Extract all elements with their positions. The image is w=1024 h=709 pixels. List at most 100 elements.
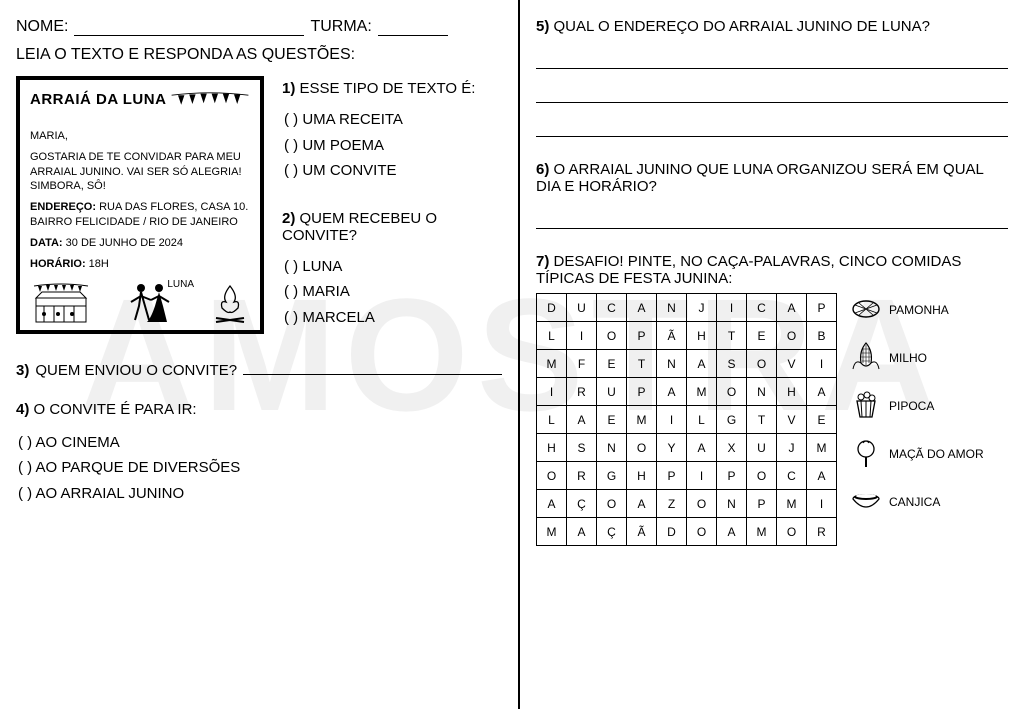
- ws-cell[interactable]: A: [537, 490, 567, 518]
- ws-cell[interactable]: Ã: [657, 322, 687, 350]
- q1-opt-2[interactable]: ( ) UM CONVITE: [284, 158, 502, 184]
- ws-cell[interactable]: M: [777, 490, 807, 518]
- q6-lines[interactable]: [536, 205, 1008, 229]
- ws-cell[interactable]: M: [627, 406, 657, 434]
- ws-cell[interactable]: O: [537, 462, 567, 490]
- ws-cell[interactable]: I: [717, 294, 747, 322]
- ws-cell[interactable]: M: [747, 518, 777, 546]
- ws-cell[interactable]: A: [807, 378, 837, 406]
- ws-cell[interactable]: E: [807, 406, 837, 434]
- ws-cell[interactable]: A: [567, 518, 597, 546]
- ws-cell[interactable]: C: [747, 294, 777, 322]
- ws-cell[interactable]: T: [717, 322, 747, 350]
- ws-cell[interactable]: E: [597, 350, 627, 378]
- ws-cell[interactable]: O: [687, 518, 717, 546]
- q4-opt-2[interactable]: ( ) AO ARRAIAL JUNINO: [18, 481, 502, 507]
- ws-cell[interactable]: U: [567, 294, 597, 322]
- ws-cell[interactable]: O: [597, 490, 627, 518]
- ws-cell[interactable]: A: [687, 350, 717, 378]
- ws-cell[interactable]: A: [657, 378, 687, 406]
- q2-opt-1[interactable]: ( ) MARIA: [284, 279, 502, 305]
- ws-cell[interactable]: D: [537, 294, 567, 322]
- ws-cell[interactable]: J: [777, 434, 807, 462]
- ws-cell[interactable]: O: [777, 518, 807, 546]
- ws-cell[interactable]: I: [807, 490, 837, 518]
- ws-cell[interactable]: C: [777, 462, 807, 490]
- ws-cell[interactable]: U: [597, 378, 627, 406]
- ws-cell[interactable]: O: [747, 350, 777, 378]
- ws-cell[interactable]: A: [717, 518, 747, 546]
- ws-cell[interactable]: I: [537, 378, 567, 406]
- ws-cell[interactable]: O: [747, 462, 777, 490]
- nome-underline[interactable]: [74, 18, 304, 36]
- q1-opt-1[interactable]: ( ) UM POEMA: [284, 133, 502, 159]
- ws-cell[interactable]: V: [777, 350, 807, 378]
- ws-cell[interactable]: I: [657, 406, 687, 434]
- ws-cell[interactable]: P: [747, 490, 777, 518]
- ws-cell[interactable]: A: [777, 294, 807, 322]
- ws-cell[interactable]: F: [567, 350, 597, 378]
- ws-cell[interactable]: I: [687, 462, 717, 490]
- ws-cell[interactable]: H: [687, 322, 717, 350]
- ws-cell[interactable]: M: [537, 350, 567, 378]
- ws-cell[interactable]: V: [777, 406, 807, 434]
- q2-opt-2[interactable]: ( ) MARCELA: [284, 305, 502, 331]
- ws-cell[interactable]: M: [807, 434, 837, 462]
- turma-underline[interactable]: [378, 18, 448, 36]
- ws-cell[interactable]: L: [537, 322, 567, 350]
- ws-cell[interactable]: E: [747, 322, 777, 350]
- ws-cell[interactable]: Ã: [627, 518, 657, 546]
- q4-opt-1[interactable]: ( ) AO PARQUE DE DIVERSÕES: [18, 455, 502, 481]
- ws-cell[interactable]: P: [657, 462, 687, 490]
- ws-cell[interactable]: N: [597, 434, 627, 462]
- ws-cell[interactable]: X: [717, 434, 747, 462]
- ws-cell[interactable]: O: [777, 322, 807, 350]
- ws-cell[interactable]: Z: [657, 490, 687, 518]
- ws-cell[interactable]: N: [657, 294, 687, 322]
- q1-opt-0[interactable]: ( ) UMA RECEITA: [284, 107, 502, 133]
- ws-cell[interactable]: L: [537, 406, 567, 434]
- ws-cell[interactable]: A: [627, 490, 657, 518]
- ws-cell[interactable]: A: [627, 294, 657, 322]
- ws-cell[interactable]: H: [627, 462, 657, 490]
- ws-cell[interactable]: A: [687, 434, 717, 462]
- ws-cell[interactable]: R: [567, 378, 597, 406]
- ws-cell[interactable]: T: [747, 406, 777, 434]
- ws-cell[interactable]: Y: [657, 434, 687, 462]
- ws-cell[interactable]: G: [597, 462, 627, 490]
- ws-cell[interactable]: M: [537, 518, 567, 546]
- ws-cell[interactable]: T: [627, 350, 657, 378]
- ws-cell[interactable]: E: [597, 406, 627, 434]
- ws-cell[interactable]: D: [657, 518, 687, 546]
- ws-cell[interactable]: Ç: [597, 518, 627, 546]
- ws-cell[interactable]: P: [627, 378, 657, 406]
- ws-cell[interactable]: P: [627, 322, 657, 350]
- ws-cell[interactable]: R: [567, 462, 597, 490]
- ws-cell[interactable]: N: [717, 490, 747, 518]
- ws-cell[interactable]: I: [807, 350, 837, 378]
- q3-answer-line[interactable]: [243, 374, 502, 375]
- ws-cell[interactable]: G: [717, 406, 747, 434]
- ws-cell[interactable]: A: [807, 462, 837, 490]
- ws-cell[interactable]: S: [717, 350, 747, 378]
- q2-opt-0[interactable]: ( ) LUNA: [284, 254, 502, 280]
- wordsearch-grid[interactable]: DUCANJICAPLIOPÃHTEOBMFETNASOVIIRUPAMONHA…: [536, 293, 837, 546]
- ws-cell[interactable]: O: [597, 322, 627, 350]
- ws-cell[interactable]: I: [567, 322, 597, 350]
- ws-cell[interactable]: O: [717, 378, 747, 406]
- ws-cell[interactable]: U: [747, 434, 777, 462]
- ws-cell[interactable]: O: [627, 434, 657, 462]
- ws-cell[interactable]: L: [687, 406, 717, 434]
- ws-cell[interactable]: M: [687, 378, 717, 406]
- ws-cell[interactable]: N: [657, 350, 687, 378]
- ws-cell[interactable]: N: [747, 378, 777, 406]
- ws-cell[interactable]: Ç: [567, 490, 597, 518]
- ws-cell[interactable]: R: [807, 518, 837, 546]
- ws-cell[interactable]: P: [717, 462, 747, 490]
- ws-cell[interactable]: J: [687, 294, 717, 322]
- ws-cell[interactable]: S: [567, 434, 597, 462]
- q4-opt-0[interactable]: ( ) AO CINEMA: [18, 430, 502, 456]
- ws-cell[interactable]: H: [777, 378, 807, 406]
- ws-cell[interactable]: P: [807, 294, 837, 322]
- q5-lines[interactable]: [536, 45, 1008, 137]
